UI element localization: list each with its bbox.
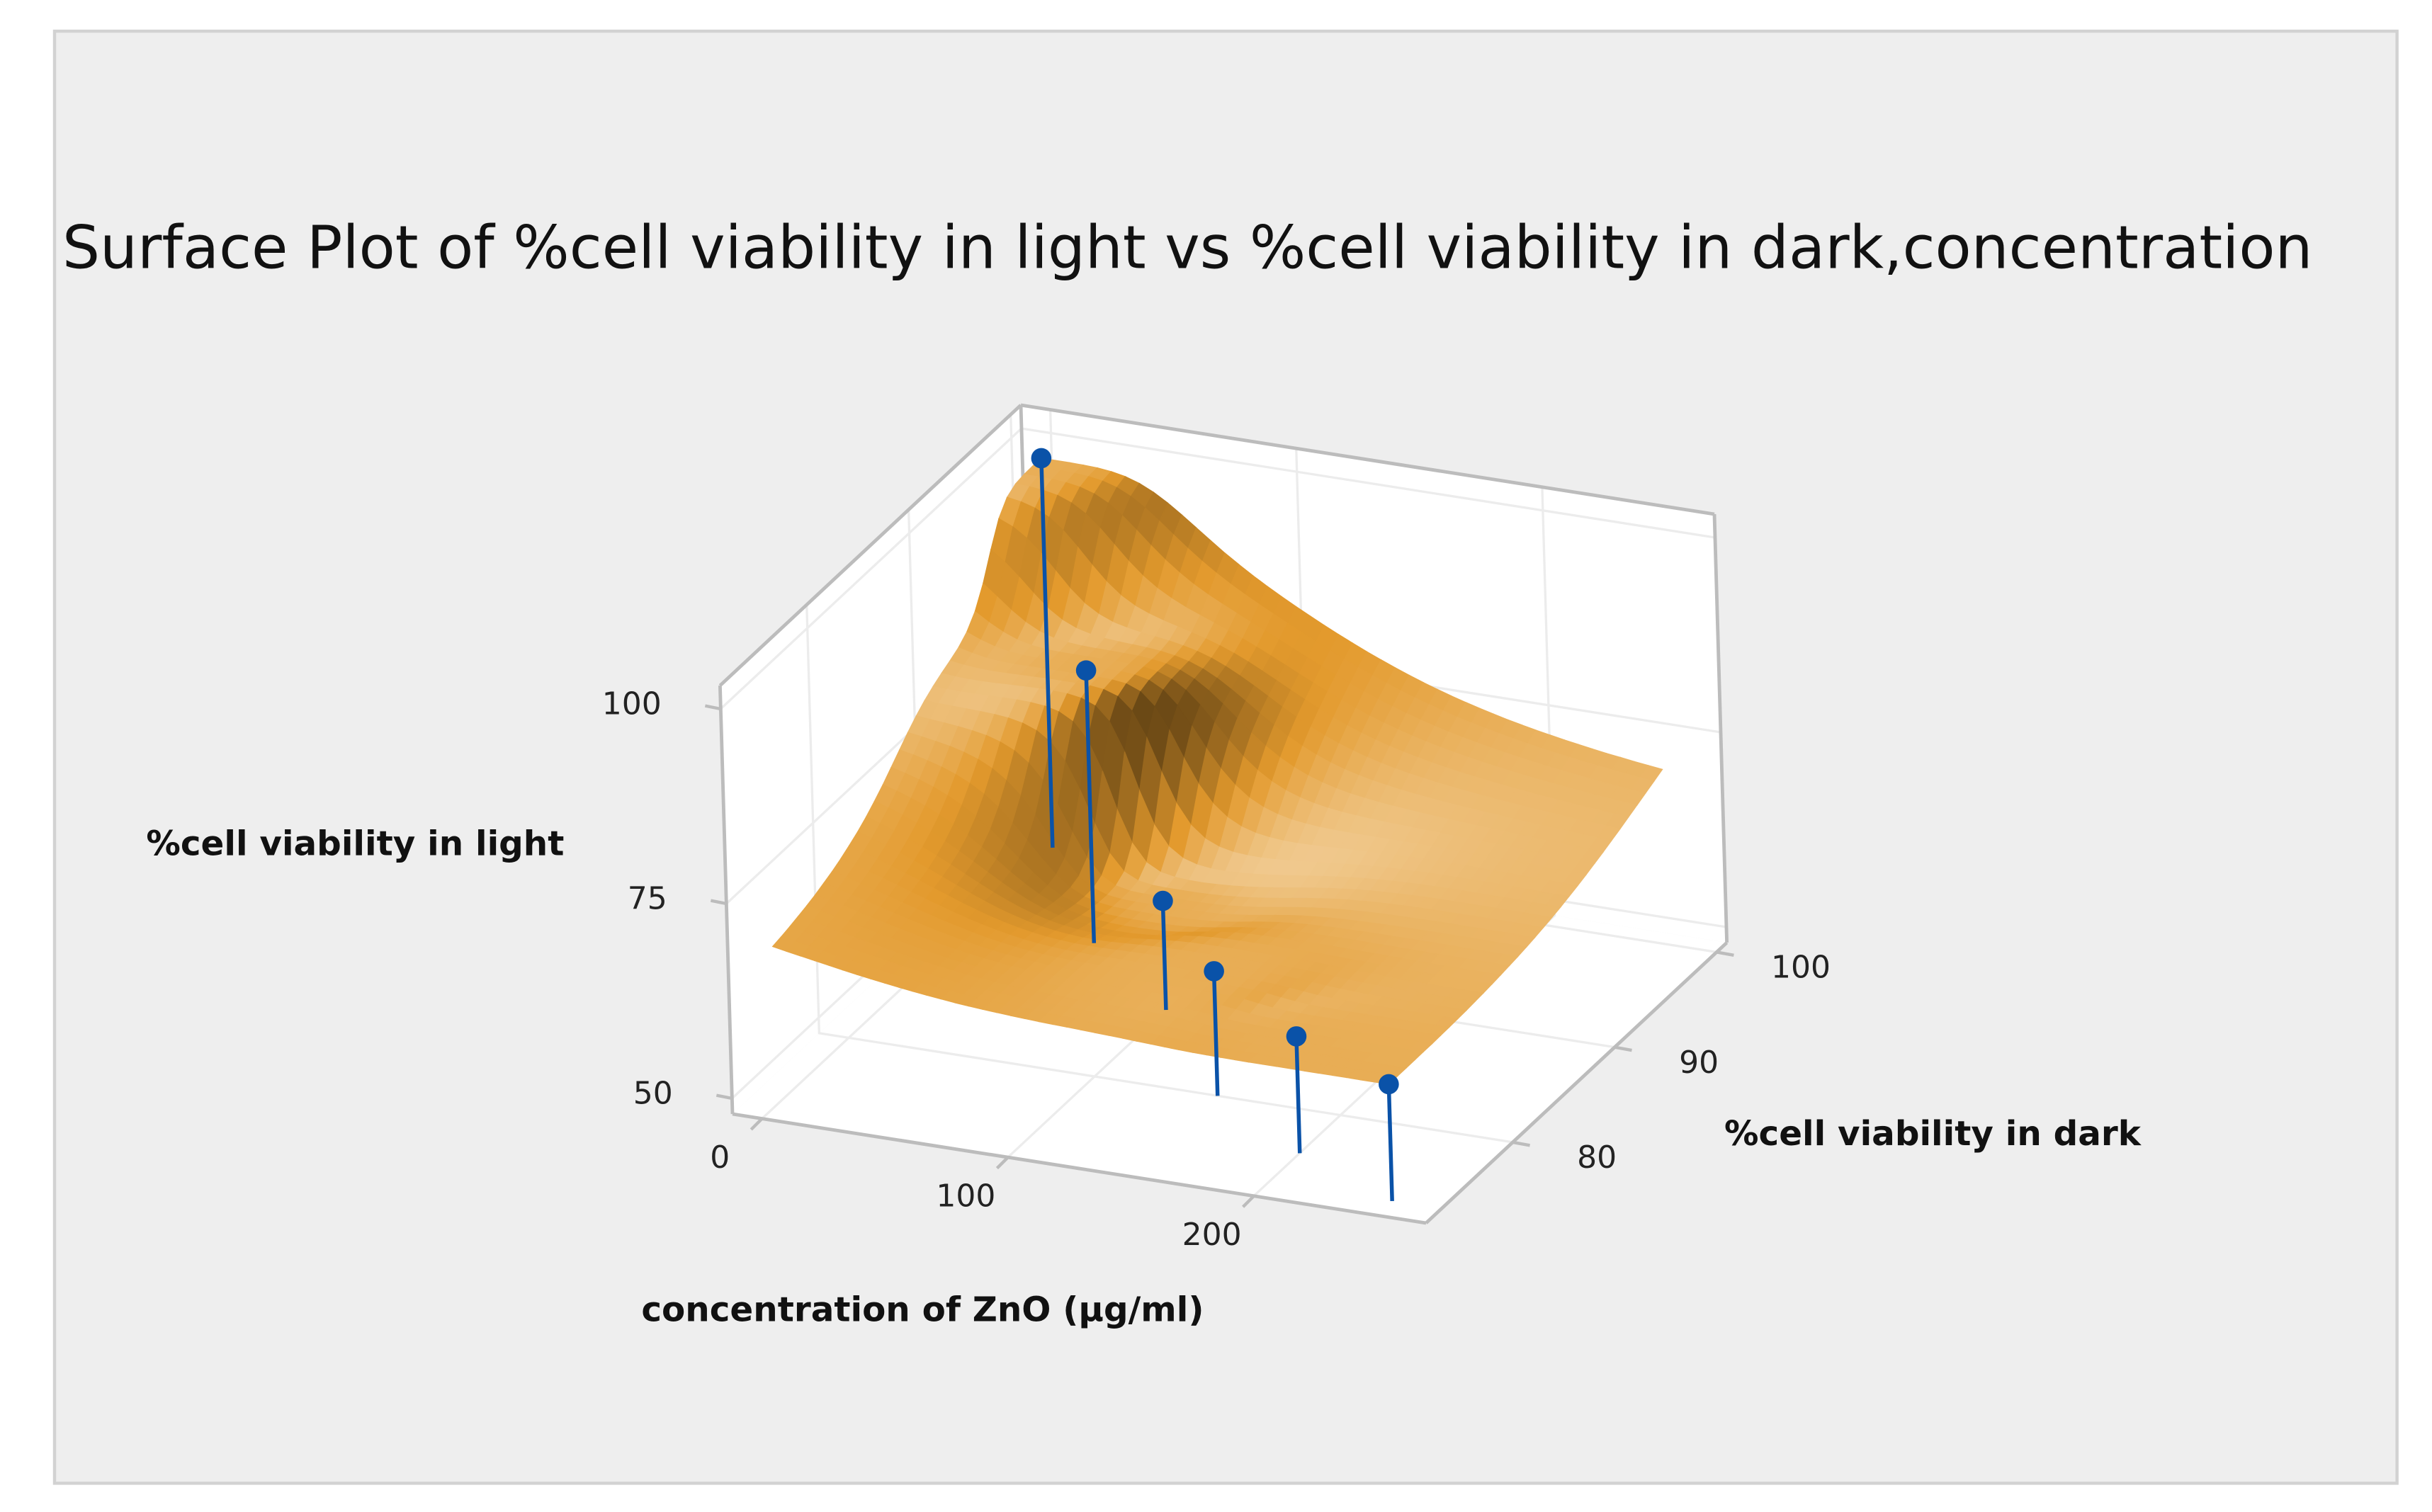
drop-line (1211, 971, 1220, 1096)
data-point (1204, 961, 1224, 982)
drop-line (1039, 457, 1055, 848)
z-tick-label: 100 (602, 686, 662, 722)
x-tick (750, 1118, 764, 1131)
y-tick (1512, 1140, 1530, 1147)
data-point (1075, 660, 1097, 681)
grid-line (805, 604, 1513, 1144)
axis-edge (732, 1112, 1427, 1225)
z-tick-label: 50 (633, 1076, 673, 1112)
z-tick (710, 899, 727, 906)
axis-edge (1425, 941, 1729, 1224)
axis-edge (1712, 513, 1729, 943)
z-tick-label: 75 (628, 881, 667, 917)
x-tick-label: 200 (1182, 1217, 1242, 1253)
data-point (1031, 448, 1052, 469)
data-point (1379, 1074, 1399, 1095)
z-axis-label: %cell viability in light (146, 824, 564, 864)
y-tick (1716, 950, 1734, 957)
drop-line (1294, 1036, 1302, 1154)
y-tick (1614, 1045, 1632, 1052)
drop-line (1386, 1084, 1394, 1202)
z-tick (704, 704, 721, 711)
data-point (1286, 1026, 1307, 1047)
x-tick-label: 0 (710, 1139, 730, 1176)
drop-line (1084, 670, 1097, 943)
x-tick-label: 100 (936, 1178, 995, 1214)
y-tick-label: 100 (1771, 950, 1831, 986)
x-tick (995, 1156, 1009, 1170)
y-tick-label: 90 (1679, 1045, 1719, 1081)
x-tick (1242, 1195, 1255, 1208)
z-tick (716, 1093, 733, 1101)
y-tick-label: 80 (1577, 1139, 1617, 1176)
axis-edge (718, 404, 1022, 687)
axis-edge (1020, 403, 1715, 516)
data-point (1153, 890, 1173, 911)
x-axis-label: concentration of ZnO (µg/ml) (641, 1290, 1204, 1329)
chart-title: Surface Plot of %cell viability in light… (62, 212, 2313, 282)
y-axis-label: %cell viability in dark (1724, 1114, 2142, 1154)
plot-area: Surface Plot of %cell viability in light… (62, 212, 2313, 1329)
axis-edge (718, 685, 735, 1115)
drop-line (1160, 901, 1168, 1011)
grid-line (1252, 487, 1556, 1197)
